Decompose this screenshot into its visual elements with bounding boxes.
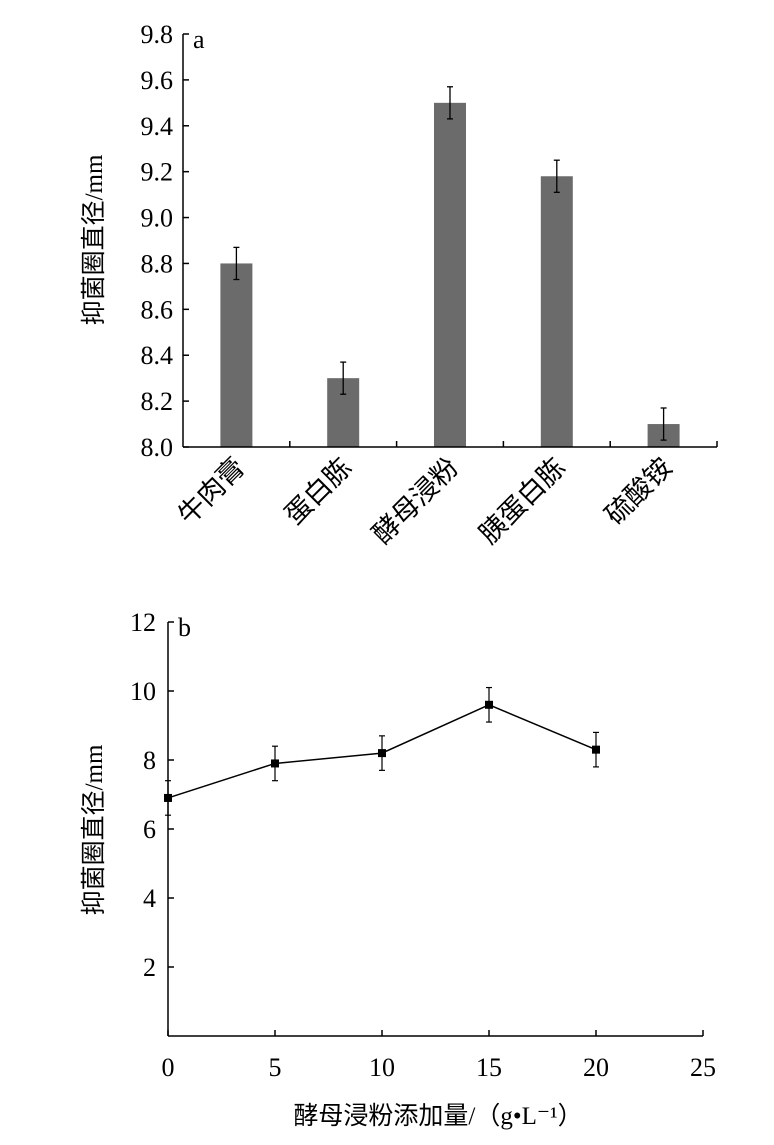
panel-b-label: b [178, 613, 191, 642]
panel-a-y-tick-label: 8.8 [141, 249, 174, 278]
panel-b-y-axis-title: 抑菌圈直径/mm [80, 744, 108, 915]
panel-a-label: a [193, 25, 205, 54]
panel-a-y-tick-label: 9.8 [141, 20, 174, 49]
panel-b-y-ticks: 2 4 6 8 10 12 [130, 608, 174, 982]
panel-b-data-point [378, 749, 386, 758]
panel-b-line-chart: 2 4 6 8 10 12 0 5 10 15 20 25 b 抑菌圈直径/mm 酵母浸粉添加量/（… [80, 608, 716, 1130]
panel-b-points [164, 700, 600, 802]
panel-a-category-label: 硫酸铵 [599, 452, 677, 530]
panel-b-data-point [485, 700, 493, 709]
panel-a-y-axis-title: 抑菌圈直径/mm [80, 154, 108, 325]
panel-a-y-tick-label: 9.4 [141, 112, 174, 141]
panel-b-y-tick-label: 10 [130, 677, 156, 706]
panel-b-data-point [592, 745, 600, 754]
panel-a-bar [220, 263, 253, 447]
panel-a-y-ticks: 8.0 8.2 8.4 8.6 8.8 9.0 9.2 9.4 9.6 9.8 [141, 20, 189, 462]
panel-a-bar [540, 176, 573, 447]
panel-a-y-tick-label: 9.2 [141, 158, 174, 187]
panel-a-x-ticks: 牛肉膏 蛋白胨 酵母浸粉 胰蛋白胨 硫酸铵 [172, 441, 718, 550]
panel-a-category-label: 酵母浸粉 [367, 452, 465, 550]
panel-a-category-label: 胰蛋白胨 [473, 452, 571, 550]
panel-a-y-tick-label: 8.2 [141, 387, 174, 416]
panel-a-y-tick-label: 8.6 [141, 295, 174, 324]
panel-a-y-tick-label: 8.4 [141, 341, 174, 370]
panel-b-error-bars [165, 686, 599, 816]
panel-a-error-bars [233, 86, 667, 441]
panel-a-y-tick-label: 8.0 [141, 433, 174, 462]
panel-b-x-tick-label: 20 [583, 1053, 609, 1082]
panel-a-bar-chart: 8.0 8.2 8.4 8.6 8.8 9.0 9.2 9.4 9.6 9.8 牛肉膏 蛋白胨 酵母浸… [80, 20, 718, 550]
panel-b-x-tick-label: 0 [162, 1053, 175, 1082]
panel-a-bar [434, 102, 466, 447]
panel-a-y-tick-label: 9.6 [141, 66, 174, 95]
panel-b-y-tick-label: 6 [143, 815, 156, 844]
panel-b-x-tick-label: 15 [476, 1053, 502, 1082]
panel-b-y-tick-label: 4 [143, 884, 156, 913]
panel-b-y-tick-label: 12 [130, 608, 156, 637]
panel-b-x-tick-label: 10 [369, 1053, 395, 1082]
panel-b-data-point [271, 759, 279, 768]
panel-b-x-axis-title: 酵母浸粉添加量/（g•L⁻¹） [293, 1102, 582, 1130]
panel-a-y-tick-label: 9.0 [141, 204, 174, 233]
panel-a-category-label: 牛肉膏 [172, 452, 250, 530]
panel-a-bars [220, 102, 680, 447]
panel-b-x-tick-label: 25 [690, 1053, 716, 1082]
panel-b-y-tick-label: 8 [143, 746, 156, 775]
panel-b-x-ticks: 0 5 10 15 20 25 [162, 1030, 716, 1082]
panel-b-x-tick-label: 5 [269, 1053, 282, 1082]
panel-a-category-label: 蛋白胨 [279, 452, 357, 530]
panel-b-y-tick-label: 2 [143, 953, 156, 982]
